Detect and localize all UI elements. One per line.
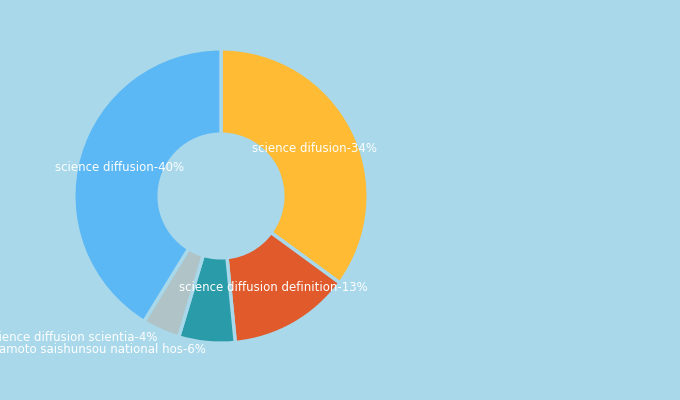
Text: science diffusion definition-13%: science diffusion definition-13% — [179, 281, 367, 294]
Wedge shape — [179, 255, 235, 343]
Wedge shape — [144, 249, 203, 337]
Text: science diffusion-40%: science diffusion-40% — [55, 161, 184, 174]
Text: science difusion-34%: science difusion-34% — [252, 142, 377, 155]
Text: science diffusion scientia-4%: science diffusion scientia-4% — [0, 330, 158, 344]
Text: shunsuke mori nho kumamoto saishunsou national hos-6%: shunsuke mori nho kumamoto saishunsou na… — [0, 343, 206, 356]
Wedge shape — [74, 49, 221, 322]
Wedge shape — [221, 49, 368, 283]
Wedge shape — [227, 232, 340, 342]
